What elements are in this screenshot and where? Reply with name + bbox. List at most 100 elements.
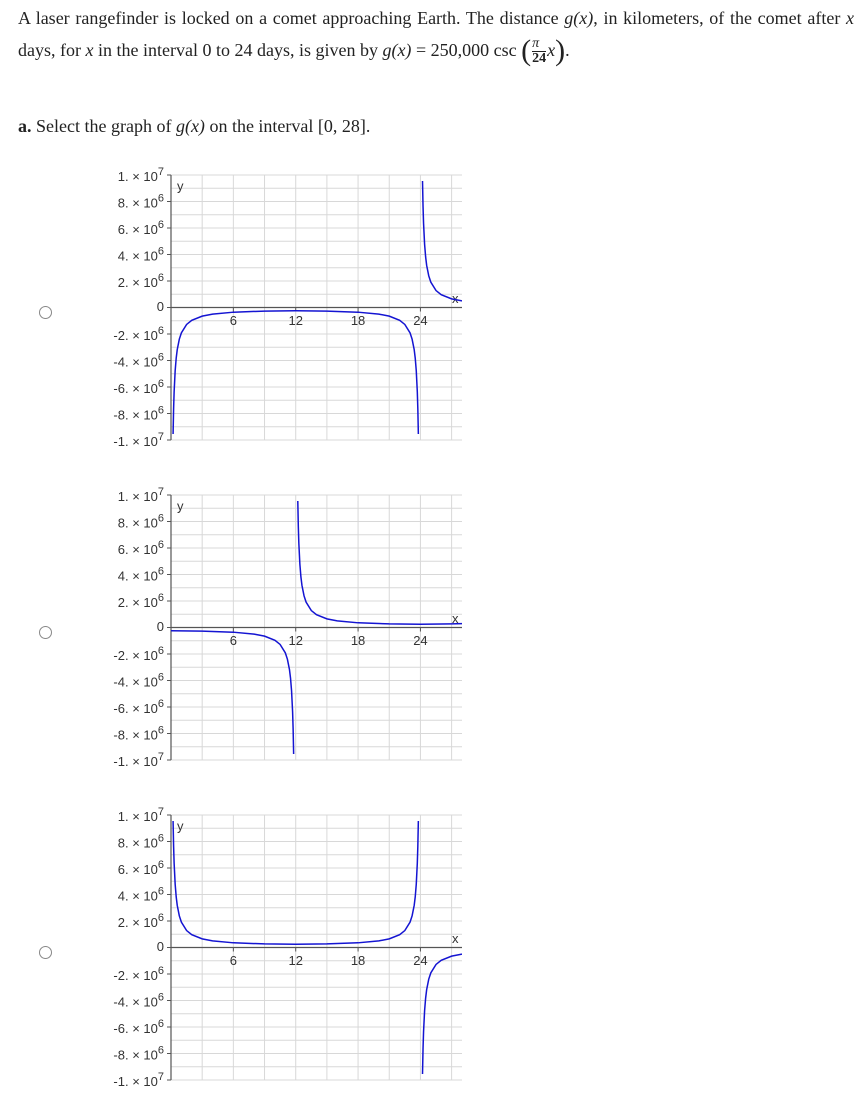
label-text: -8. × 10 xyxy=(113,728,157,743)
label-text: 6. × 10 xyxy=(118,542,158,557)
label-text: 4. × 10 xyxy=(118,569,158,584)
label-text: 2. × 10 xyxy=(118,915,158,930)
exponent: 6 xyxy=(158,1044,164,1056)
curve xyxy=(172,820,462,1075)
label-text: 6. × 10 xyxy=(118,862,158,877)
y-tick-label: -8. × 106 xyxy=(113,1044,164,1063)
label-text: -6. × 10 xyxy=(113,701,157,716)
label-text: -6. × 10 xyxy=(113,1021,157,1036)
x-tick-label: 12 xyxy=(288,313,302,328)
math: = 250,000 csc xyxy=(411,40,517,60)
y-tick-label: 2. × 106 xyxy=(118,592,164,611)
exponent: 7 xyxy=(158,486,164,498)
y-tick-label: -2. × 106 xyxy=(113,965,164,984)
math: x xyxy=(85,40,94,60)
exponent: 6 xyxy=(158,912,164,924)
denominator: 24 xyxy=(532,51,547,67)
exponent: 6 xyxy=(158,404,164,416)
exponent: 6 xyxy=(158,671,164,683)
x-axis-label: x xyxy=(452,291,459,306)
y-tick-label: 6. × 106 xyxy=(118,219,164,238)
label-text: -1. × 10 xyxy=(113,754,157,769)
label-text: -4. × 10 xyxy=(113,675,157,690)
math: g(x) xyxy=(382,40,412,60)
label-text: -1. × 10 xyxy=(113,1074,157,1089)
x-axis-label: x xyxy=(452,931,459,946)
y-tick-label: -8. × 106 xyxy=(113,724,164,743)
y-tick-label: 4. × 106 xyxy=(118,565,164,584)
math: x xyxy=(547,40,556,60)
y-tick-label: 1. × 107 xyxy=(118,486,164,505)
y-tick-label: -2. × 106 xyxy=(113,645,164,664)
fraction: π 24 xyxy=(532,36,547,67)
y-tick-label: -1. × 107 xyxy=(113,751,164,770)
label-text: 1. × 10 xyxy=(118,809,158,824)
x-tick-label: 6 xyxy=(230,633,237,648)
y-tick-label: -4. × 106 xyxy=(113,351,164,370)
y-tick-label: 1. × 107 xyxy=(118,806,164,825)
x-tick-label: 18 xyxy=(351,313,365,328)
text: in the interval 0 to 24 days, is given b… xyxy=(93,40,383,60)
y-tick-label: 8. × 106 xyxy=(118,192,164,211)
label-text: -4. × 10 xyxy=(113,355,157,370)
exponent: 6 xyxy=(158,192,164,204)
y-axis-label: y xyxy=(177,178,184,193)
label-text: -2. × 10 xyxy=(113,648,157,663)
exponent: 6 xyxy=(158,351,164,363)
text: Select the graph of xyxy=(31,116,176,136)
exponent: 6 xyxy=(158,859,164,871)
label-text: 8. × 10 xyxy=(118,516,158,531)
x-tick-label: 12 xyxy=(288,633,302,648)
y-tick-label: -6. × 106 xyxy=(113,378,164,397)
exponent: 6 xyxy=(158,991,164,1003)
radio-button[interactable] xyxy=(39,626,52,639)
y-tick-label: 4. × 106 xyxy=(118,245,164,264)
y-tick-label: -4. × 106 xyxy=(113,991,164,1010)
x-tick-label: 24 xyxy=(413,633,427,648)
label-text: -2. × 10 xyxy=(113,968,157,983)
x-tick-label: 18 xyxy=(351,633,365,648)
math: g(x) xyxy=(175,116,205,136)
y-tick-label: -2. × 106 xyxy=(113,325,164,344)
label-text: -8. × 10 xyxy=(113,408,157,423)
y-tick-label: 6. × 106 xyxy=(118,859,164,878)
curve xyxy=(171,500,462,755)
label-text: 1. × 10 xyxy=(118,489,158,504)
math: g(x) xyxy=(564,8,594,28)
exponent: 6 xyxy=(158,219,164,231)
text: A laser rangefinder is locked on a comet… xyxy=(18,8,565,28)
y-tick-label: -8. × 106 xyxy=(113,404,164,423)
y-tick-label: 8. × 106 xyxy=(118,832,164,851)
exponent: 6 xyxy=(158,698,164,710)
y-tick-label: 0 xyxy=(157,619,164,634)
exponent: 6 xyxy=(158,1018,164,1030)
exponent: 6 xyxy=(158,832,164,844)
radio-button[interactable] xyxy=(39,306,52,319)
text: , in kilometers, of the comet after xyxy=(593,8,847,28)
label-text: 2. × 10 xyxy=(118,595,158,610)
y-tick-label: 4. × 106 xyxy=(118,885,164,904)
y-tick-label: 0 xyxy=(157,939,164,954)
exponent: 6 xyxy=(158,565,164,577)
y-tick-label: -6. × 106 xyxy=(113,698,164,717)
exponent: 6 xyxy=(158,724,164,736)
numerator: π xyxy=(532,36,540,52)
radio-button[interactable] xyxy=(39,946,52,959)
y-tick-label: -4. × 106 xyxy=(113,671,164,690)
problem-text: A laser rangefinder is locked on a comet… xyxy=(18,2,854,67)
exponent: 7 xyxy=(158,431,164,443)
label-text: 2. × 10 xyxy=(118,275,158,290)
y-tick-label: 2. × 106 xyxy=(118,912,164,931)
text: on the interval xyxy=(204,116,318,136)
exponent: 7 xyxy=(158,166,164,178)
text: days, for xyxy=(18,40,86,60)
math: x xyxy=(846,8,855,28)
x-tick-label: 12 xyxy=(288,953,302,968)
exponent: 6 xyxy=(158,272,164,284)
exponent: 6 xyxy=(158,885,164,897)
label-text: -8. × 10 xyxy=(113,1048,157,1063)
exponent: 6 xyxy=(158,539,164,551)
